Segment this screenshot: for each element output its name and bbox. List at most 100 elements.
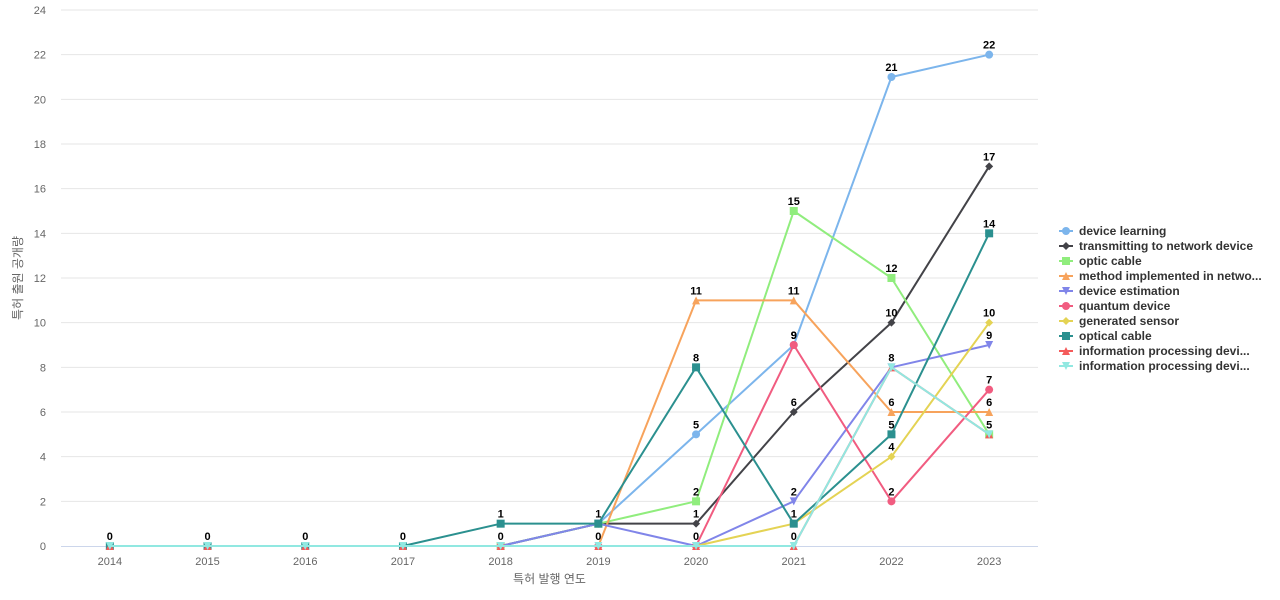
data-point (887, 430, 896, 439)
data-point (887, 452, 896, 461)
data-point (985, 318, 994, 327)
data-point (789, 341, 798, 349)
data-label: 10 (983, 308, 995, 320)
legend-item[interactable]: generated sensor (1059, 314, 1179, 328)
data-point (496, 542, 505, 550)
legend-label: information processing devi... (1079, 359, 1250, 373)
data-label: 0 (791, 531, 797, 543)
data-label: 5 (986, 419, 992, 431)
data-label: 6 (888, 397, 894, 409)
data-point (985, 385, 994, 394)
data-point (887, 497, 896, 506)
series-line (108, 232, 991, 547)
x-tick-label: 2017 (391, 556, 415, 568)
legend-item[interactable]: information processing devi... (1059, 344, 1250, 358)
y-tick-label: 8 (40, 362, 46, 374)
legend-label: quantum device (1079, 299, 1171, 313)
x-tick-label: 2023 (977, 556, 1001, 568)
legend-label: optical cable (1079, 329, 1152, 343)
data-label: 9 (986, 330, 992, 342)
data-point (301, 542, 310, 550)
data-point (789, 519, 798, 528)
y-tick-label: 20 (34, 94, 46, 106)
data-point (789, 408, 798, 416)
series-line (499, 210, 991, 547)
legend-item[interactable]: transmitting to network device (1059, 239, 1253, 253)
gridlines (61, 9, 1038, 502)
x-tick-label: 2022 (879, 556, 903, 568)
data-label: 22 (983, 40, 995, 52)
legend-marker (1062, 242, 1070, 250)
legend-marker (1062, 257, 1070, 265)
x-tick-label: 2018 (488, 556, 512, 568)
x-tick-label: 2020 (684, 556, 708, 568)
data-label: 11 (690, 285, 702, 297)
x-tick-label: 2014 (98, 556, 122, 568)
y-tick-label: 0 (40, 541, 46, 553)
y-tick-label: 12 (34, 273, 46, 285)
y-tick-label: 14 (34, 228, 46, 240)
data-point (985, 50, 994, 59)
legend-item[interactable]: method implemented in netwo... (1059, 269, 1262, 283)
data-point (887, 408, 896, 416)
legend-label: device estimation (1079, 284, 1180, 298)
data-point (789, 497, 798, 506)
legend-item[interactable]: device estimation (1059, 284, 1180, 298)
y-axis-title: 특허 출원 공개량 (11, 236, 25, 320)
series-line (499, 344, 991, 547)
legend-label: generated sensor (1079, 314, 1179, 328)
data-point (692, 542, 701, 550)
data-label: 7 (986, 375, 992, 387)
data-label: 1 (693, 509, 699, 521)
y-tick-label: 2 (40, 496, 46, 508)
data-point (789, 542, 798, 550)
data-point (594, 542, 603, 550)
data-label: 2 (693, 486, 699, 498)
legend-marker (1062, 332, 1070, 340)
data-label: 9 (791, 330, 797, 342)
legend-item[interactable]: quantum device (1059, 299, 1171, 313)
x-tick-label: 2015 (195, 556, 219, 568)
legend-item[interactable]: optical cable (1059, 329, 1152, 343)
data-point (985, 430, 994, 439)
data-label: 0 (107, 531, 113, 543)
series-line (108, 366, 991, 547)
data-point (496, 519, 505, 528)
data-point (985, 229, 994, 238)
data-label: 14 (983, 218, 996, 230)
data-label: 10 (885, 308, 897, 320)
legend-label: transmitting to network device (1079, 239, 1253, 253)
legend-marker (1062, 362, 1070, 370)
legend-label: information processing devi... (1079, 344, 1250, 358)
legend-marker (1062, 272, 1070, 280)
y-tick-label: 22 (34, 50, 46, 62)
data-label: 12 (885, 263, 897, 275)
data-label: 0 (400, 531, 406, 543)
x-tick-label: 2021 (782, 556, 806, 568)
x-tick-label: 2019 (586, 556, 610, 568)
y-tick-label: 6 (40, 407, 46, 419)
data-point (692, 296, 701, 305)
data-label: 6 (791, 397, 797, 409)
data-label: 5 (888, 419, 894, 431)
data-label: 11 (788, 285, 800, 297)
legend-label: device learning (1079, 224, 1166, 238)
series-9 (105, 363, 994, 550)
legend-item[interactable]: device learning (1059, 224, 1166, 238)
data-label: 8 (888, 352, 894, 364)
data-point (692, 497, 701, 506)
data-point (887, 73, 896, 81)
legend-item[interactable]: optic cable (1059, 254, 1142, 268)
data-point (692, 363, 701, 372)
data-point (985, 408, 994, 416)
legend-item[interactable]: information processing devi... (1059, 359, 1250, 373)
data-label: 2 (888, 486, 894, 498)
data-point (985, 162, 994, 171)
data-point (398, 542, 407, 550)
legend-marker (1062, 317, 1070, 325)
y-tick-label: 24 (34, 5, 46, 17)
data-point (887, 318, 896, 327)
